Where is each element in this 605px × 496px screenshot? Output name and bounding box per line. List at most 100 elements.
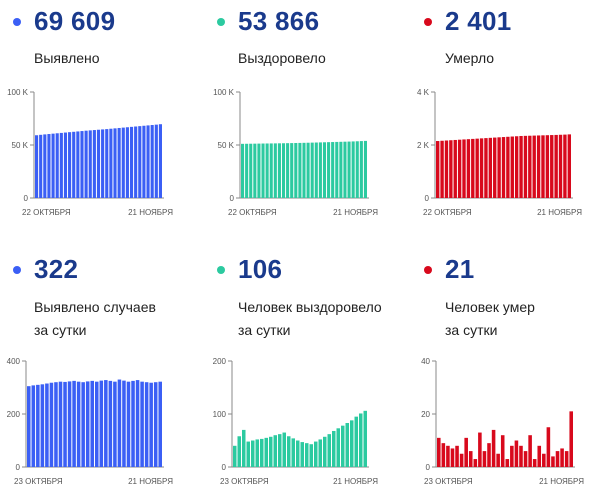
bar [277, 143, 281, 198]
label-line-1: Человек умер [445, 299, 535, 315]
bar [453, 139, 457, 198]
bar [541, 135, 545, 198]
bar [291, 438, 295, 467]
bar [519, 135, 523, 198]
bar [298, 142, 302, 198]
bar [359, 413, 363, 467]
y-tick-label: 50 K [218, 141, 235, 150]
bar [135, 380, 140, 467]
panel-dot [217, 266, 225, 274]
bar [309, 444, 313, 467]
y-tick-label: 0 [24, 194, 29, 203]
bar [290, 143, 294, 198]
bar [84, 130, 88, 198]
bar [459, 453, 464, 467]
bar [444, 140, 449, 198]
bar [146, 125, 150, 198]
bar [63, 381, 67, 467]
bar [488, 137, 493, 198]
bar [350, 420, 354, 467]
total-died-value: 2 401 [445, 6, 512, 36]
bar [449, 140, 453, 198]
bar [278, 434, 282, 467]
bar [322, 142, 327, 198]
bar [149, 382, 153, 467]
bar [122, 380, 126, 467]
bar [85, 381, 90, 467]
bar [536, 135, 541, 198]
y-tick-label: 100 K [7, 88, 29, 97]
x-start-label: 22 ОКТЯБРЯ [423, 208, 472, 217]
label-line-1: Умерло [445, 50, 495, 66]
bar [158, 381, 162, 467]
bar [479, 138, 484, 198]
bar [125, 127, 129, 198]
bar [281, 143, 286, 198]
bar [523, 451, 528, 467]
bar [246, 441, 250, 467]
bar [58, 381, 63, 467]
bar [345, 423, 349, 467]
bar [121, 127, 125, 198]
bar [464, 437, 468, 467]
bar [510, 136, 514, 198]
label-line-1: Выявлено случаев [34, 299, 156, 315]
bar [47, 134, 51, 198]
bar [294, 143, 298, 198]
x-end-label: 21 НОЯБРЯ [333, 477, 378, 486]
y-tick-label: 20 [421, 410, 430, 419]
bar [323, 436, 327, 467]
bar [96, 129, 101, 198]
bar [257, 143, 261, 198]
bar [63, 132, 68, 198]
bar [532, 459, 537, 467]
bar [35, 135, 39, 198]
y-tick-label: 4 K [417, 88, 430, 97]
bar [546, 427, 551, 467]
y-tick-label: 100 K [213, 88, 235, 97]
bar [466, 139, 471, 198]
bar [314, 441, 318, 467]
bar [264, 437, 268, 467]
bar [473, 459, 478, 467]
bar [251, 440, 255, 467]
bar [332, 430, 336, 467]
bar [269, 143, 273, 198]
panel-dot [13, 18, 21, 26]
daily-detected-value: 322 [34, 254, 79, 284]
bar [40, 384, 45, 467]
y-tick-label: 200 [213, 357, 227, 366]
bar [59, 132, 63, 198]
bar [478, 432, 482, 467]
bar [286, 143, 290, 198]
bar [255, 439, 259, 467]
x-start-label: 23 ОКТЯБРЯ [424, 477, 473, 486]
bar [54, 382, 58, 467]
bar [249, 143, 253, 198]
bar [505, 459, 510, 467]
bar [129, 126, 134, 198]
bar [554, 134, 558, 198]
bar [314, 142, 318, 198]
y-tick-label: 50 K [12, 141, 29, 150]
bar [287, 436, 291, 467]
bar [99, 380, 104, 467]
bar [142, 125, 146, 198]
x-end-label: 21 НОЯБРЯ [128, 477, 173, 486]
label-line-1: Выявлено [34, 50, 100, 66]
bar [441, 443, 446, 467]
bar [144, 382, 149, 467]
bar [253, 143, 257, 198]
bar [108, 380, 113, 467]
bar [462, 139, 466, 198]
daily-died-label: Человек умер за сутки [445, 296, 535, 342]
bar [437, 437, 441, 467]
bar [500, 435, 505, 467]
label-line-2: за сутки [445, 322, 498, 338]
bar [31, 385, 36, 467]
bar [327, 142, 331, 198]
bar [300, 442, 304, 467]
bar [237, 436, 241, 467]
